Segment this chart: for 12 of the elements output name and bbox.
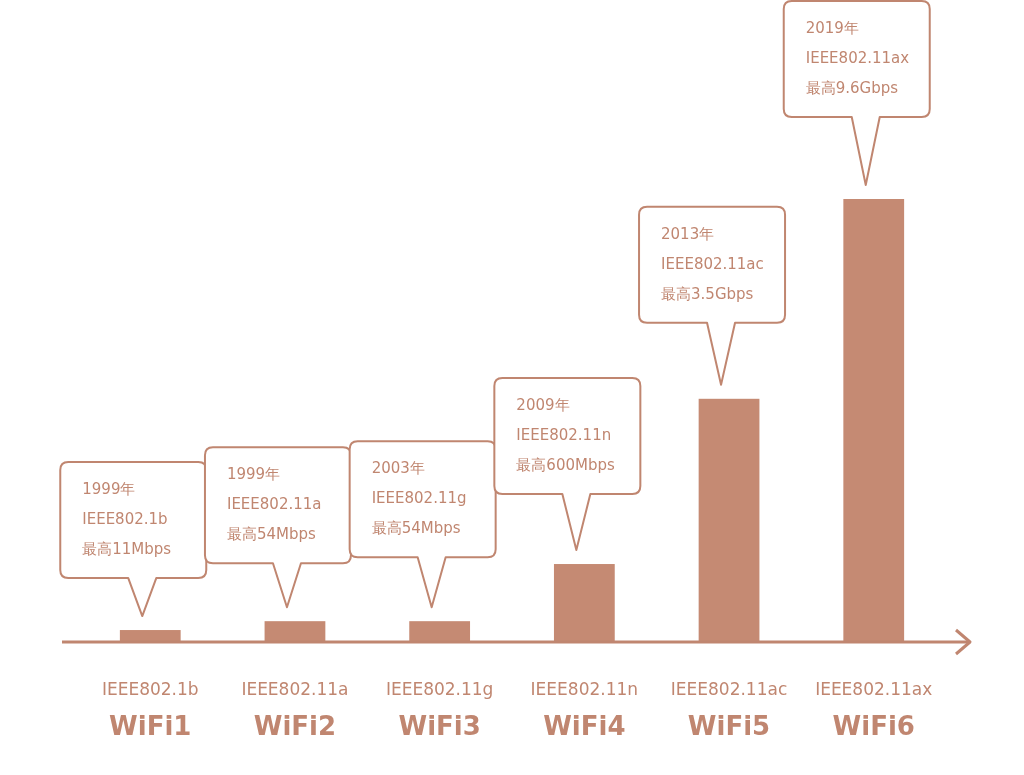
- text: 2019年 IEEE802.11ax 最高9.6Gbps: [805, 19, 910, 97]
- annotation: 1999年 IEEE802.11a 最高54Mbps: [226, 465, 322, 544]
- x-tick-label: IEEE802.1b WiFi1: [101, 679, 199, 741]
- annotation: 2013年 IEEE802.11ac 最高3.5Gbps: [661, 224, 764, 303]
- annotation: 2009年 IEEE802.11n 最高600Mbps: [516, 396, 615, 475]
- x-tick-label: IEEE802.11ac WiFi5: [670, 679, 788, 741]
- annotation: 2003年 IEEE802.11g 最高54Mbps: [371, 459, 467, 538]
- x-tick-label: IEEE802.11ax WiFi6: [815, 679, 933, 741]
- x-tick-label: IEEE802.11n WiFi4: [530, 679, 639, 741]
- x-tick-label: IEEE802.11a WiFi2: [241, 679, 349, 741]
- annotation: 1999年 IEEE802.1b 最高11Mbps: [82, 480, 172, 559]
- x-tick-label: IEEE802.11g WiFi3: [385, 679, 494, 741]
